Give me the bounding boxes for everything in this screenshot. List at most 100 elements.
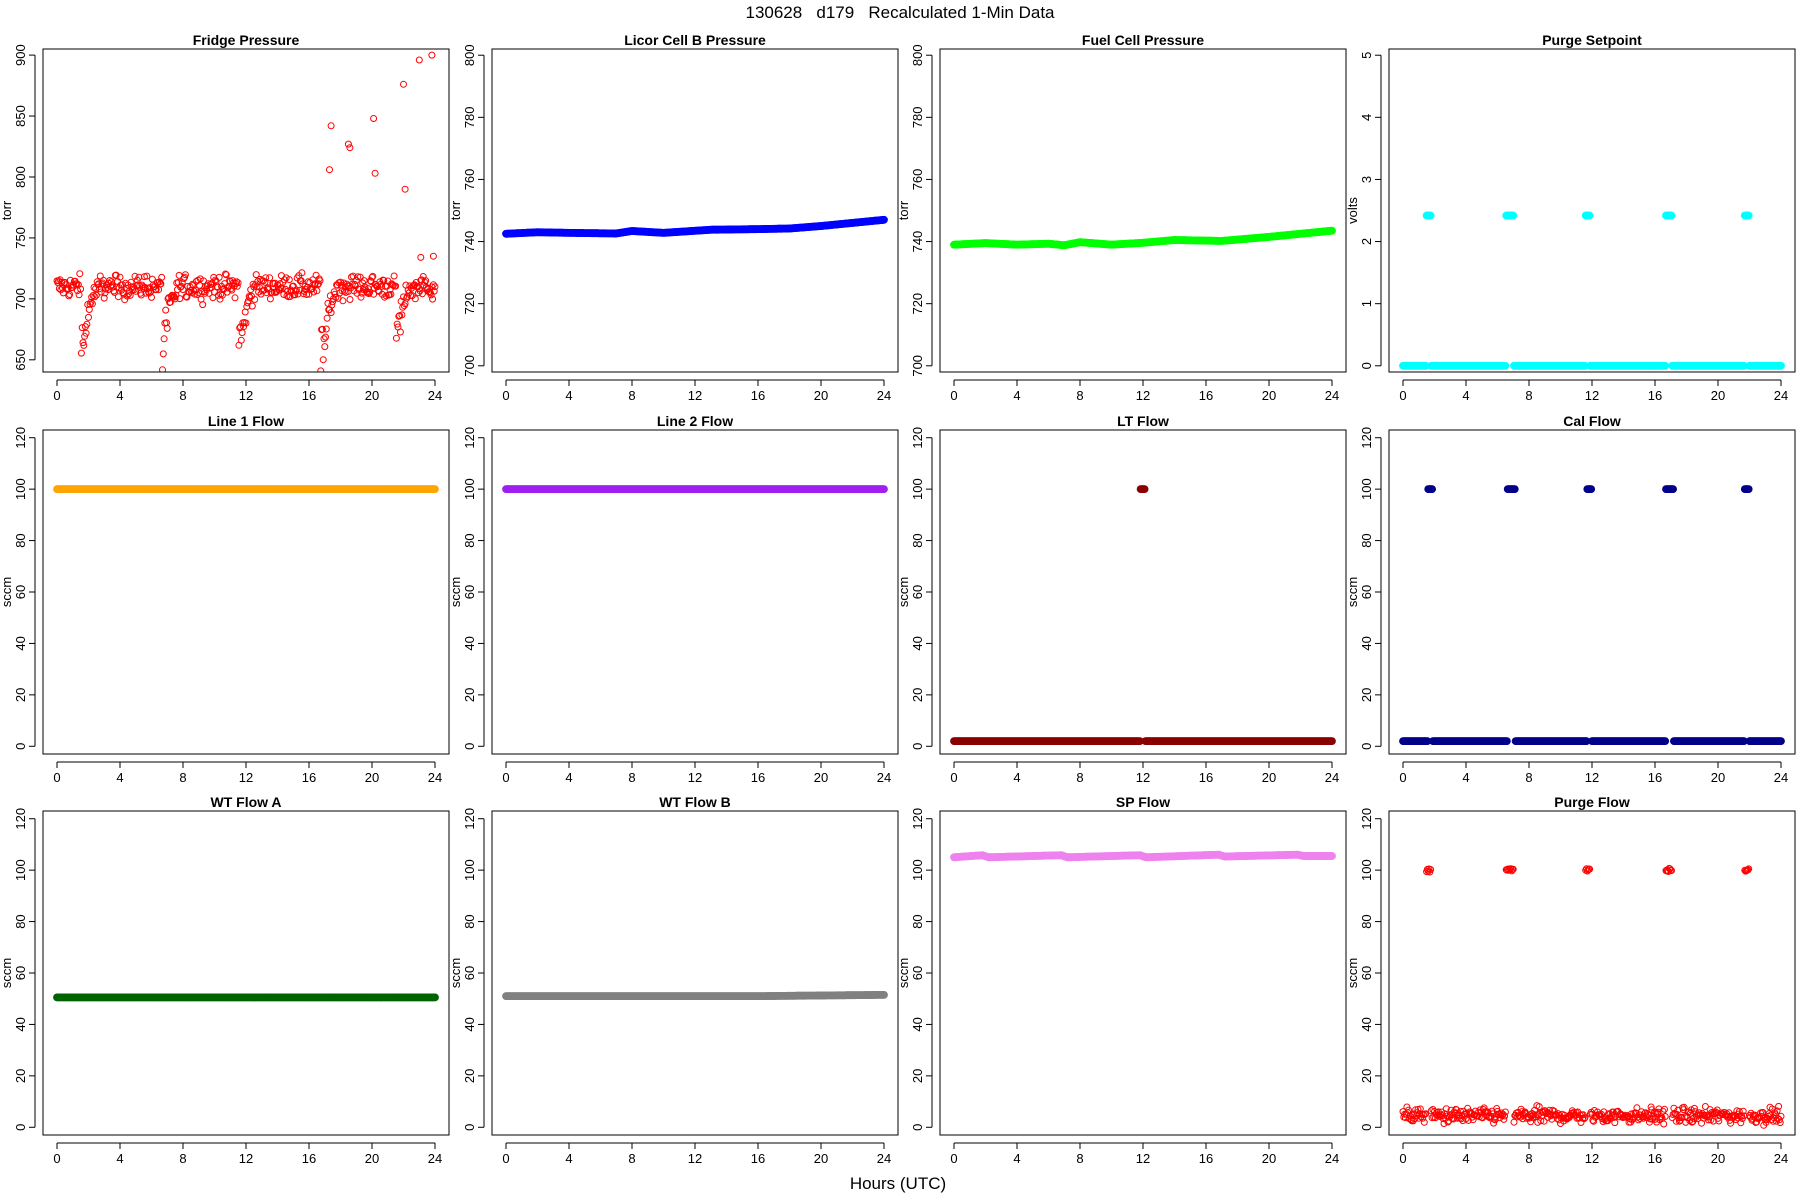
x-tick-label: 12 <box>1585 388 1599 403</box>
x-tick-label: 4 <box>116 1151 123 1166</box>
x-tick-label: 4 <box>1462 770 1469 785</box>
data-point <box>238 329 246 337</box>
data-point <box>201 289 209 297</box>
data-point <box>240 323 248 331</box>
data-point <box>213 283 221 291</box>
data-point <box>356 273 364 281</box>
x-axis: 0 4 8 12 16 20 24 <box>502 379 891 403</box>
y-tick-label: 20 <box>13 688 28 702</box>
y-tick-label: 100 <box>13 478 28 500</box>
x-axis: 0 4 8 12 16 20 24 <box>53 1142 442 1166</box>
y-tick-label: 100 <box>462 478 477 500</box>
y-tick-label: 760 <box>462 169 477 191</box>
x-tick-label: 0 <box>950 388 957 403</box>
y-tick-label: 120 <box>910 427 925 449</box>
data-point <box>1777 737 1785 745</box>
x-tick-label: 4 <box>116 388 123 403</box>
data-point <box>320 335 328 343</box>
data-point <box>176 295 184 303</box>
data-point <box>337 278 344 286</box>
data-point <box>323 314 331 322</box>
data-point <box>82 329 90 337</box>
data-point <box>428 51 436 59</box>
data-point <box>311 281 318 289</box>
data-point <box>159 350 167 358</box>
x-tick-label: 12 <box>1585 770 1599 785</box>
data-point <box>339 297 347 305</box>
data-point <box>266 274 274 282</box>
data-point <box>231 294 239 302</box>
x-tick-label: 4 <box>1013 770 1020 785</box>
y-tick-label: 120 <box>1359 427 1374 449</box>
data-point <box>417 253 425 261</box>
y-tick-label: 3 <box>1359 176 1374 183</box>
data-points <box>502 991 888 1000</box>
data-point <box>65 292 73 300</box>
y-axis-label: sccm <box>896 577 911 607</box>
data-point <box>401 185 409 193</box>
data-point <box>303 291 311 298</box>
data-point <box>1426 211 1435 220</box>
data-point <box>88 293 96 301</box>
x-axis: 0 4 8 12 16 20 24 <box>502 761 891 785</box>
data-point <box>411 295 419 303</box>
data-point <box>431 485 439 493</box>
x-tick-label: 12 <box>1136 388 1150 403</box>
y-tick-label: 740 <box>910 231 925 253</box>
data-point <box>79 339 87 347</box>
data-point <box>171 295 179 303</box>
x-tick-label: 16 <box>1648 770 1662 785</box>
data-point <box>1328 226 1336 235</box>
y-tick-label: 20 <box>13 1069 28 1083</box>
data-point <box>431 283 439 291</box>
y-tick-label: 0 <box>462 743 477 750</box>
data-point <box>392 282 400 290</box>
x-tick-label: 20 <box>814 770 828 785</box>
panel-title: Licor Cell B Pressure <box>624 32 766 48</box>
x-tick-label: 16 <box>1199 388 1213 403</box>
data-points <box>502 485 888 493</box>
data-point <box>121 296 129 304</box>
data-point <box>222 271 230 279</box>
data-point <box>269 279 277 287</box>
x-tick-label: 12 <box>239 388 253 403</box>
x-tick-label: 16 <box>302 388 316 403</box>
y-tick-label: 40 <box>1359 636 1374 650</box>
data-point <box>399 303 407 311</box>
y-tick-label: 0 <box>1359 362 1374 369</box>
data-point <box>158 273 166 281</box>
data-point <box>326 166 333 174</box>
data-points <box>1399 211 1785 370</box>
x-tick-label: 20 <box>1262 770 1276 785</box>
data-point <box>66 291 74 298</box>
data-point <box>80 341 88 349</box>
data-point <box>318 325 326 333</box>
data-point <box>1744 485 1753 493</box>
x-tick-label: 0 <box>53 388 60 403</box>
panel-title: WT Flow B <box>659 794 731 810</box>
data-point <box>344 140 352 148</box>
data-point <box>365 290 373 298</box>
x-tick-label: 0 <box>502 770 509 785</box>
data-point <box>327 309 335 317</box>
y-tick-label: 100 <box>1359 478 1374 500</box>
data-point <box>77 285 85 293</box>
data-point <box>1140 485 1149 493</box>
data-point <box>226 277 233 285</box>
x-tick-label: 4 <box>565 770 572 785</box>
data-point <box>346 144 354 152</box>
y-axis-label: torr <box>0 200 14 220</box>
data-point <box>387 290 395 298</box>
data-point <box>1669 485 1677 493</box>
y-tick-label: 60 <box>1359 585 1374 599</box>
data-point <box>1503 737 1511 745</box>
x-tick-label: 20 <box>1711 770 1725 785</box>
x-tick-label: 24 <box>428 1151 442 1166</box>
data-points <box>53 993 439 1002</box>
data-point <box>319 356 327 364</box>
data-point <box>55 285 63 293</box>
